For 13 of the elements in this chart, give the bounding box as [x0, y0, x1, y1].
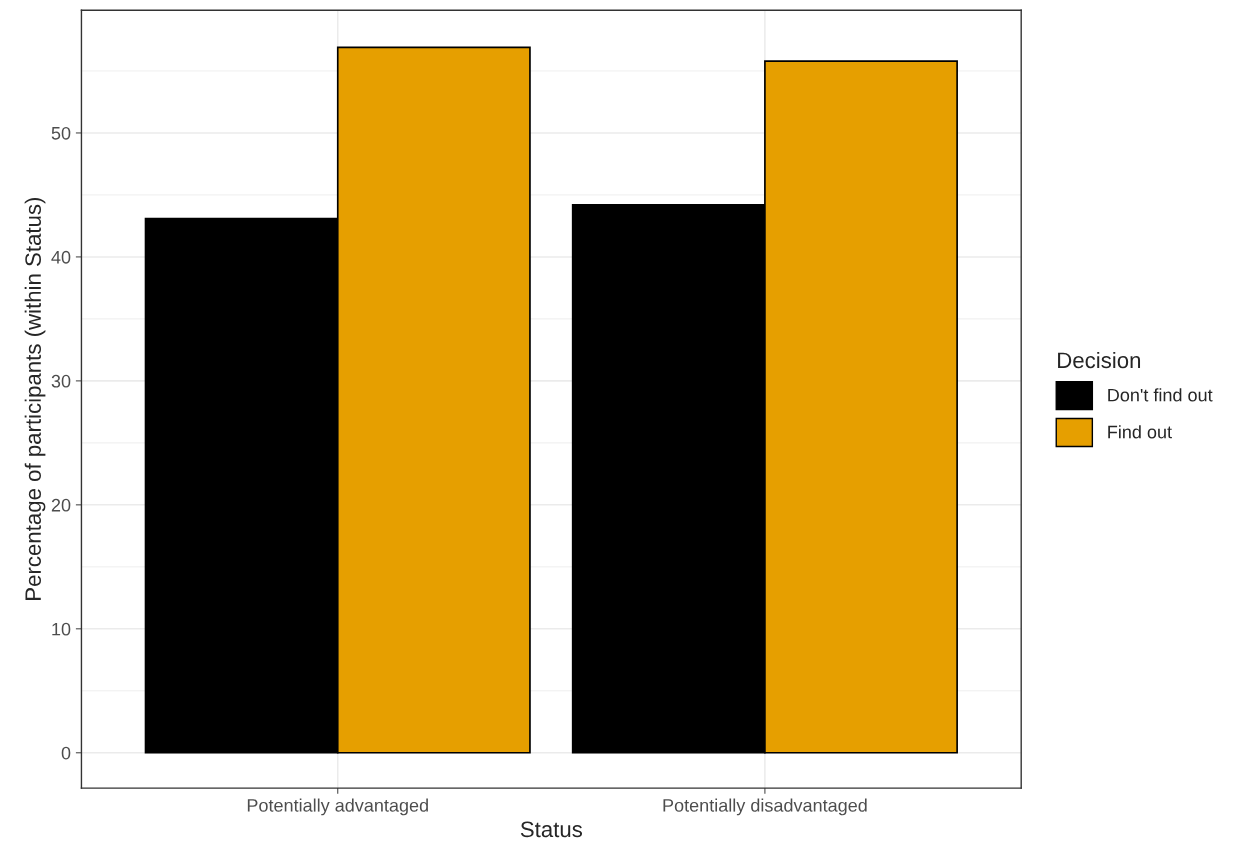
y-tick-label: 40	[51, 250, 71, 264]
x-axis-title: Status	[520, 821, 583, 838]
y-tick-label: 0	[61, 746, 71, 760]
x-tick-label: Potentially disadvantaged	[663, 798, 867, 816]
legend-label: Don't find out	[1108, 388, 1213, 402]
y-tick-label: 10	[52, 622, 71, 636]
y-tick-label: 30	[51, 374, 71, 388]
y-tick-label: 20	[51, 498, 71, 512]
legend-title: Decision	[1058, 351, 1141, 369]
x-tick-label: Potentially advantaged	[247, 798, 428, 816]
legend-label: Find out	[1108, 425, 1172, 439]
y-tick-label: 50	[51, 126, 71, 140]
y-axis-title: Percentage of participants (within Status)	[24, 197, 46, 600]
